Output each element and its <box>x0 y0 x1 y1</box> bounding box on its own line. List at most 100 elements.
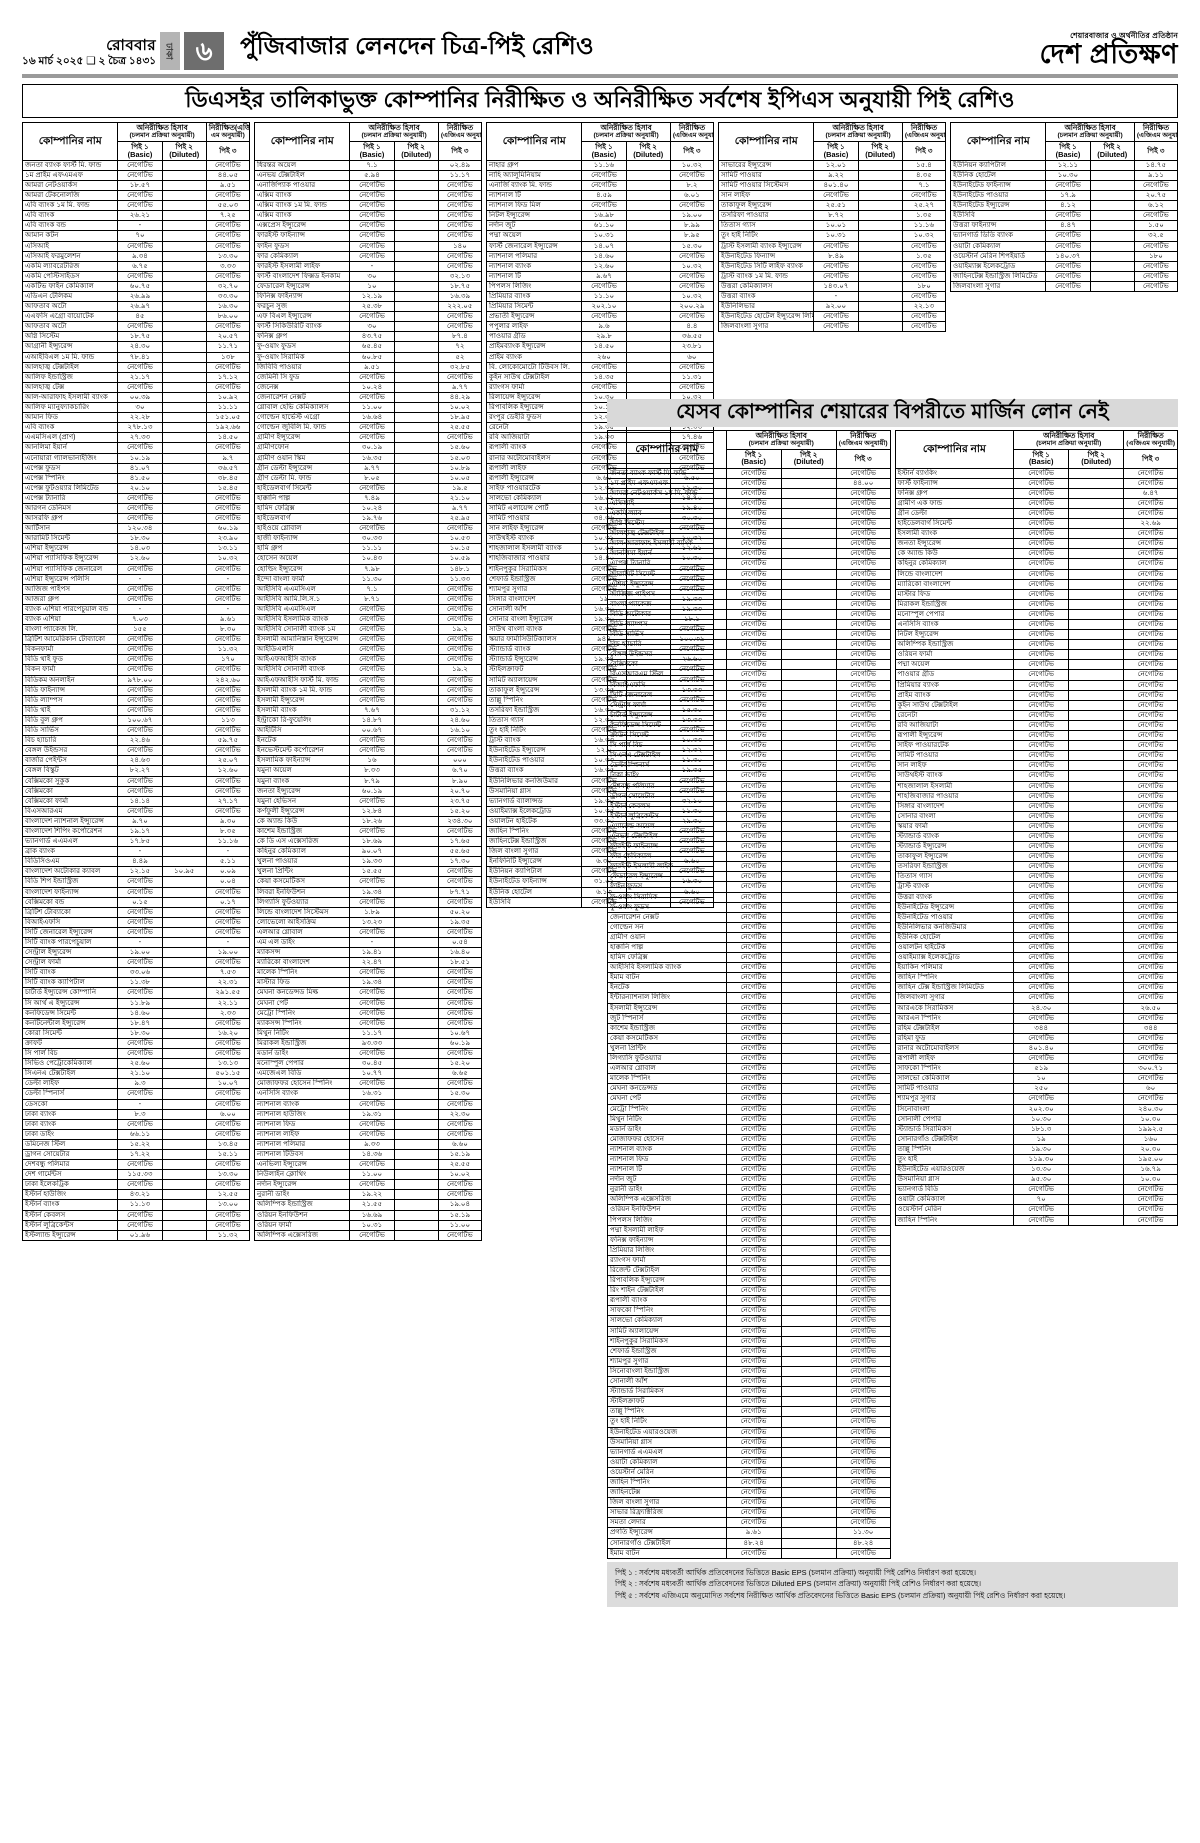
cell-pe-2 <box>161 492 207 504</box>
cell-pe-2 <box>161 825 207 838</box>
cell-pe-2 <box>780 689 837 701</box>
cell-pe-2 <box>780 1487 837 1499</box>
table-row: বেঙ্গল উইন্ডসর নেগেটিভ নেগেটিভ <box>21 745 251 757</box>
table-row: ইউনাইটেড সিটি লাইফ ব্যাংক নেগেটিভ নেগেটিভ <box>717 260 947 272</box>
cell-pe-2 <box>1068 538 1125 550</box>
cell-company-name: বিএসআরএম স্টিল <box>607 669 727 681</box>
cell-pe-2 <box>625 250 671 262</box>
cell-company-name: জিল বাংলা সুগার <box>607 1497 727 1509</box>
page-title: ডিএসইর তালিকাভুক্ত কোম্পানির নিরীক্ষিত ও… <box>185 87 1015 112</box>
table-row: বেঙ্গল বিস্কুট ৮২.২৭ ১২.৬০ <box>21 765 251 777</box>
cell-company-name: স্ট্যান্ডার্ড ইন্স্যুরেন্স <box>485 654 583 666</box>
table-row: গ্রামীণ ইন্স্যুরেন্স নেগেটিভ নেগেটিভ <box>253 432 483 444</box>
table-row: পাওয়ার গ্রীড ২৯.৮ ৩৬.৫৫ <box>485 331 715 343</box>
cell-pe-3: নেগেটিভ <box>205 1017 251 1029</box>
cell-pe-3: নেগেটিভ <box>1123 901 1178 913</box>
cell-pe-1: ১৬.৬৯ <box>349 1209 395 1221</box>
cell-company-name: গ্রামীণ ইন্স্যুরেন্স <box>253 432 351 444</box>
cell-pe-1: ৩৩.০৬ <box>117 967 163 979</box>
table-row: ডেসকো - নেগেটিভ <box>21 1098 251 1110</box>
cell-pe-3: ১১.১৭ <box>437 169 483 181</box>
cell-pe-2 <box>780 1325 837 1337</box>
cell-pe-3: নেগেটিভ <box>835 1456 891 1468</box>
cell-pe-1: নেগেটিভ <box>349 1098 395 1110</box>
cell-pe-3: নেগেটিভ <box>835 1466 891 1478</box>
cell-company-name: পাওয়ার গ্রীড <box>894 669 1015 681</box>
cell-pe-1: নেগেটিভ <box>349 371 395 383</box>
cell-pe-2 <box>780 1275 837 1287</box>
table-row: শ্যামপুর সুগার নেগেটিভ নেগেটিভ <box>607 1355 891 1367</box>
cell-pe-1: ২২.৪৭ <box>349 957 395 969</box>
cell-pe-2 <box>161 1098 207 1110</box>
table-row: হামিদ ফেব্রিক্স ১০.২৪ ৯.৭৭ <box>253 502 483 515</box>
th-audited: নিরীক্ষিত (এজিএম অনুযায়ী) <box>669 122 715 142</box>
cell-company-name: শাহজিবাজার পাওয়ার <box>485 553 583 565</box>
cell-pe-2 <box>161 220 207 232</box>
table-row: স্কয়ার ফার্মা নেগেটিভ নেগেটিভ <box>894 820 1178 832</box>
cell-company-name: ইউনাইটেড এয়ারওয়েজ <box>894 1164 1015 1176</box>
cell-pe-3: ১১.১৬ <box>901 220 947 232</box>
cell-company-name: কে অ্যান্ড কিউ <box>894 548 1015 560</box>
cell-pe-1: ১৮.৭৫ <box>117 331 163 343</box>
table-row: ডেল্টা স্পিনার্স নেগেটিভ নেগেটিভ <box>21 1088 251 1100</box>
th-audited-l2: (এজিএম অনুযায়ী) <box>904 132 946 140</box>
cell-pe-3: নেগেটিভ <box>835 1386 891 1398</box>
cell-pe-3: ১০.০৫ <box>437 472 483 484</box>
cell-pe-3: ৭.৫৩ <box>205 967 251 979</box>
cell-pe-1: ২৬.৯৯ <box>117 291 163 303</box>
cell-pe-1: নেগেটিভ <box>349 1048 395 1060</box>
cell-pe-2 <box>161 230 207 242</box>
cell-pe-1: নেগেটিভ <box>349 1229 395 1241</box>
cell-pe-2 <box>1068 689 1125 701</box>
cell-pe-1: নেগেটিভ <box>725 851 782 863</box>
cell-company-name: সাফকো স্পিনিং <box>894 1063 1015 1075</box>
cell-pe-2 <box>780 1376 837 1388</box>
table-row: সেন্ট্রাল ইন্স্যুরেন্স ১৯.০০ ১৯.০০ <box>21 947 251 959</box>
cell-pe-3: নেগেটিভ <box>437 1179 483 1191</box>
cell-pe-2 <box>1068 901 1125 913</box>
cell-pe-1: নেগেটিভ <box>725 518 782 530</box>
cell-pe-3: ১৫.০৩ <box>437 452 483 464</box>
cell-pe-3: নেগেটিভ <box>835 1032 891 1044</box>
pe-table-1-body: জনতা ব্যাংক ফার্স্ট মি. ফান্ড নেগেটিভ নেগে… <box>21 159 251 1241</box>
cell-company-name: দেশবন্ধু পলিমার <box>607 780 727 792</box>
cell-company-name: প্রিমিয়ার ব্যাংক <box>894 679 1015 691</box>
cell-pe-2 <box>393 765 439 777</box>
cell-pe-1: ২১.১৭ <box>117 371 163 383</box>
cell-pe-2 <box>393 1229 439 1241</box>
table-row: নাহার গ্রুপ ১১.১৬ ১০.৩২ <box>485 159 715 171</box>
cell-pe-2 <box>393 351 439 363</box>
cell-company-name: এম এল ডাইং <box>253 937 351 949</box>
cell-company-name: সাভারের ইন্স্যুরেন্স <box>717 159 815 171</box>
cell-pe-3: নেগেটিভ <box>205 1088 251 1100</box>
cell-pe-2 <box>1068 1042 1125 1055</box>
table-row: এএফসি এগ্রো বায়োটেক ৪৫ ৮৬.০০ <box>21 311 251 323</box>
cell-company-name: ইউনিলিভার কনজিউমার <box>894 921 1015 933</box>
cell-pe-3: ৩৮.৪৫ <box>205 472 251 484</box>
cell-pe-3: নেগেটিভ <box>437 200 483 212</box>
cell-pe-3: ১০.০৭ <box>205 1078 251 1090</box>
cell-company-name: ফনিক্স ফাইন্যান্স <box>607 1234 727 1246</box>
cell-pe-2 <box>1068 982 1125 994</box>
table-row: আরগন ডেনিমস নেগেটিভ নেগেটিভ <box>21 502 251 515</box>
cell-pe-1: ১৮.৩০ <box>117 1027 163 1039</box>
cell-company-name: যমুনা অয়েল <box>253 765 351 777</box>
cell-pe-2 <box>161 391 207 404</box>
table-row: কনফিডেন্স সিমেন্ট ১৪.৬০ ২.৩৩ <box>21 1007 251 1019</box>
cell-pe-2 <box>161 1159 207 1171</box>
cell-pe-1: নেগেটিভ <box>349 876 395 888</box>
table-row: ফেডারেল ইন্স্যুরেন্স নেগেটিভ নেগেটিভ <box>607 871 891 883</box>
table-row: আল-আরাফাহ ইসলামী ব্যাংক নেগেটিভ নেগেটিভ <box>607 538 891 550</box>
cell-company-name: ম্যাকসন্স <box>253 947 351 959</box>
brand-name: দেশ প্রতিক্ষণ <box>1039 39 1178 69</box>
cell-pe-1: নেগেটিভ <box>725 992 782 1004</box>
cell-company-name: সেন্ট্রাল ফার্মা <box>21 957 119 969</box>
cell-pe-2 <box>393 442 439 454</box>
cell-pe-1: নেগেটিভ <box>117 1088 163 1100</box>
cell-company-name: জাহিন স্পিনিং <box>607 1476 727 1489</box>
table-row: আফতাব অটো নেগেটিভ নেগেটিভ <box>21 321 251 333</box>
cell-pe-2 <box>857 280 903 293</box>
table-row: সিটি ব্যাংক পারপেচুয়াল - - <box>21 937 251 949</box>
cell-company-name: অলিম্পিক ইন্ডাস্ট্রিজ <box>253 1199 351 1211</box>
cell-pe-1: নেগেটিভ <box>725 780 782 792</box>
